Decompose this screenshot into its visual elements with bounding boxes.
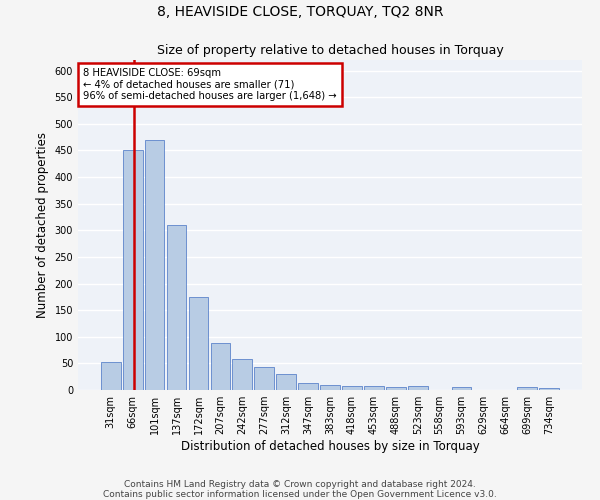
- Bar: [188, 297, 208, 390]
- Bar: [539, 388, 559, 390]
- Bar: [298, 382, 318, 390]
- Bar: [232, 359, 252, 390]
- Bar: [386, 387, 406, 390]
- Text: 8, HEAVISIDE CLOSE, TORQUAY, TQ2 8NR: 8, HEAVISIDE CLOSE, TORQUAY, TQ2 8NR: [157, 5, 443, 19]
- Bar: [276, 374, 296, 390]
- X-axis label: Distribution of detached houses by size in Torquay: Distribution of detached houses by size …: [181, 440, 479, 453]
- Bar: [101, 362, 121, 390]
- Y-axis label: Number of detached properties: Number of detached properties: [36, 132, 49, 318]
- Bar: [320, 385, 340, 390]
- Bar: [408, 386, 428, 390]
- Title: Size of property relative to detached houses in Torquay: Size of property relative to detached ho…: [157, 44, 503, 58]
- Bar: [517, 388, 537, 390]
- Bar: [145, 140, 164, 390]
- Text: 8 HEAVISIDE CLOSE: 69sqm
← 4% of detached houses are smaller (71)
96% of semi-de: 8 HEAVISIDE CLOSE: 69sqm ← 4% of detache…: [83, 68, 337, 102]
- Bar: [452, 388, 472, 390]
- Bar: [342, 386, 362, 390]
- Bar: [364, 386, 384, 390]
- Bar: [254, 367, 274, 390]
- Bar: [167, 225, 187, 390]
- Text: Contains HM Land Registry data © Crown copyright and database right 2024.
Contai: Contains HM Land Registry data © Crown c…: [103, 480, 497, 499]
- Bar: [123, 150, 143, 390]
- Bar: [211, 343, 230, 390]
